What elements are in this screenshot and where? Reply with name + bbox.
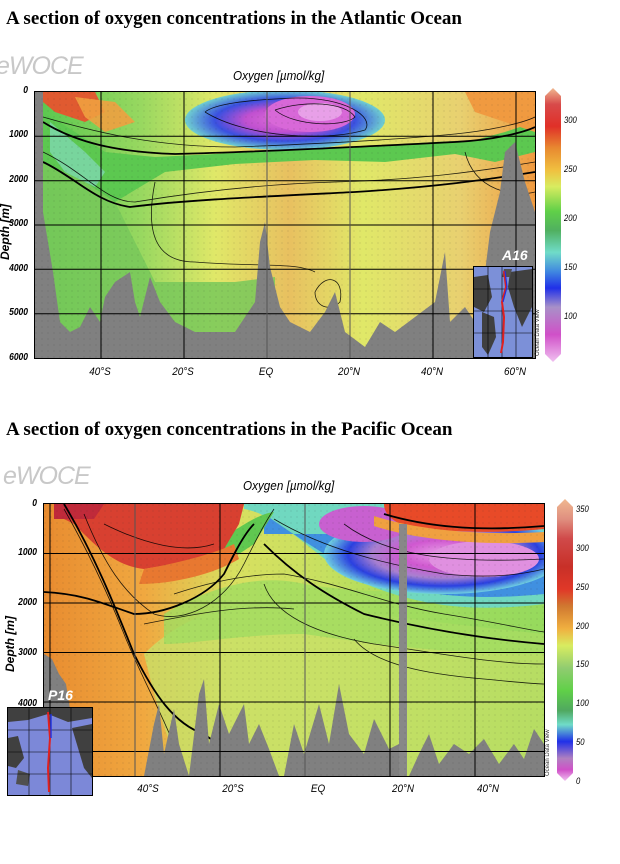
pacific-colorbar: [557, 499, 573, 781]
x-tick: 20°S: [222, 783, 244, 795]
y-tick: 4000: [9, 263, 29, 274]
x-tick: 20°S: [172, 366, 194, 378]
y-tick: 6000: [9, 352, 29, 363]
x-tick: 40°S: [89, 366, 111, 378]
pacific-heading: A section of oxygen concentrations in th…: [6, 419, 453, 440]
y-tick: 2000: [9, 174, 29, 185]
x-tick: 60°N: [503, 366, 527, 378]
y-tick: 1000: [18, 547, 37, 558]
y-tick: 3000: [18, 647, 37, 658]
colorbar-tick: 0: [576, 776, 581, 786]
y-tick: 0: [32, 498, 37, 509]
colorbar-tick: 200: [564, 213, 577, 223]
x-tick: 20°N: [337, 366, 361, 378]
colorbar-tick: 250: [576, 582, 589, 592]
colorbar-tick: 50: [576, 737, 585, 747]
y-tick: 3000: [9, 218, 29, 229]
colorbar-tick: 200: [576, 621, 589, 631]
pacific-map-icon: [8, 708, 92, 795]
atlantic-section-label: A16: [502, 247, 528, 263]
y-tick: 2000: [18, 597, 37, 608]
colorbar-tick: 100: [564, 311, 577, 321]
y-tick: 4000: [18, 698, 37, 709]
atlantic-heatmap: [35, 92, 535, 358]
atlantic-y-axis-title: Depth [m]: [0, 204, 12, 260]
atlantic-section-plot: A16: [34, 91, 536, 359]
colorbar-tick: 300: [576, 543, 589, 553]
atlantic-plot-title: Oxygen [µmol/kg]: [233, 68, 325, 83]
pacific-colorbar-gradient: [557, 499, 573, 781]
pacific-y-axis-title: Depth [m]: [3, 616, 17, 672]
x-tick: 40°S: [137, 783, 159, 795]
atlantic-colorbar: [545, 88, 561, 362]
atlantic-odv-credit: Ocean Data View: [535, 309, 541, 356]
atlantic-heading: A section of oxygen concentrations in th…: [6, 8, 462, 29]
pacific-odv-credit: Ocean Data View: [545, 729, 551, 776]
x-tick: EQ: [258, 366, 274, 378]
y-tick: 0: [23, 85, 28, 96]
y-tick: 1000: [9, 129, 29, 140]
colorbar-tick: 250: [564, 164, 577, 174]
colorbar-tick: 300: [564, 115, 577, 125]
colorbar-tick: 350: [576, 504, 589, 514]
pacific-watermark: eWOCE: [3, 462, 91, 490]
pacific-section-plot: [43, 503, 545, 777]
colorbar-tick: 150: [576, 659, 589, 669]
pacific-section-label: P16: [48, 687, 73, 703]
pacific-heatmap: [44, 504, 544, 776]
x-tick: 40°N: [476, 783, 500, 795]
pacific-section-map-inset: [7, 707, 93, 796]
x-tick: 20°N: [391, 783, 415, 795]
atlantic-colorbar-gradient: [545, 88, 561, 362]
x-tick: EQ: [310, 783, 326, 795]
colorbar-tick: 150: [564, 262, 577, 272]
pacific-plot-title: Oxygen [µmol/kg]: [243, 478, 335, 493]
colorbar-tick: 100: [576, 698, 589, 708]
x-tick: 40°N: [420, 366, 444, 378]
atlantic-watermark: eWOCE: [0, 52, 84, 80]
y-tick: 5000: [9, 307, 29, 318]
atlantic-section-map-inset: [473, 266, 533, 358]
atlantic-map-icon: [474, 267, 532, 357]
